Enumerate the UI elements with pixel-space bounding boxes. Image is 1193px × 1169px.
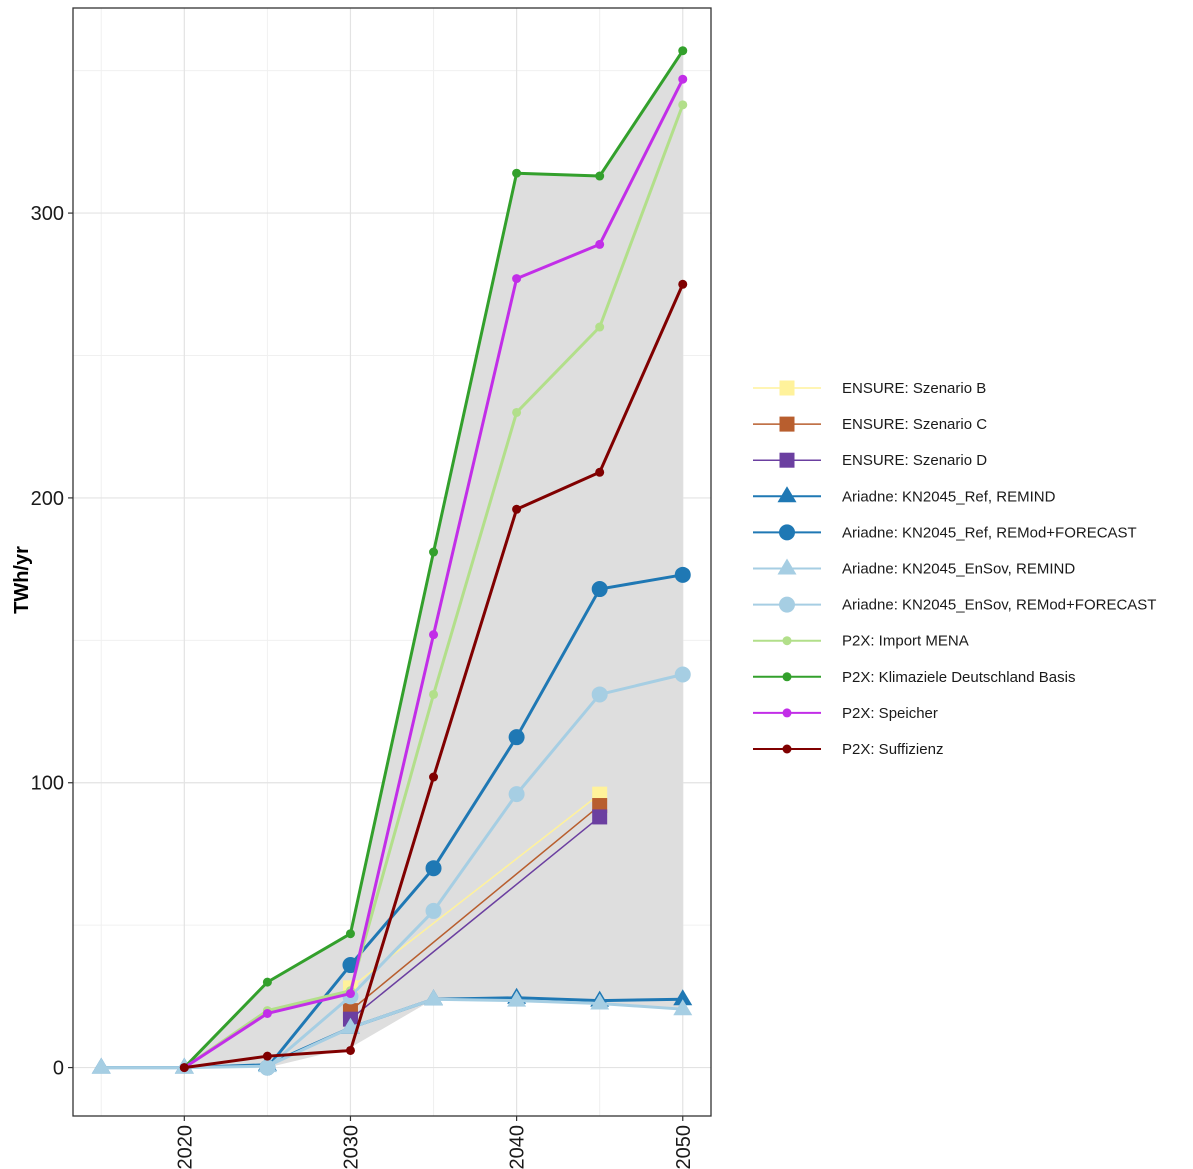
data-point <box>508 786 525 803</box>
legend-label: ENSURE: Szenario D <box>842 452 987 469</box>
legend-item: ENSURE: Szenario D <box>753 452 987 469</box>
series-line <box>266 573 684 1069</box>
legend-label: P2X: Speicher <box>842 705 938 722</box>
legend-key-marker <box>779 596 795 613</box>
series-11 <box>179 279 688 1073</box>
data-point <box>429 630 439 640</box>
data-point <box>595 467 605 477</box>
legend-key-marker <box>779 416 795 432</box>
data-point <box>512 274 522 284</box>
data-point <box>678 46 688 56</box>
legend: ENSURE: Szenario B ENSURE: Szenario C ENSU… <box>753 380 1156 758</box>
data-point <box>674 666 691 683</box>
legend-key-marker <box>779 380 795 396</box>
data-point <box>592 809 608 825</box>
y-tick-label: 0 <box>53 1058 64 1080</box>
data-point <box>595 171 605 181</box>
range-band-area <box>101 50 683 1068</box>
data-point <box>262 977 272 987</box>
legend-item: Ariadne: KN2045_EnSov, REMod+FORECAST <box>753 596 1156 614</box>
legend-item: Ariadne: KN2045_Ref, REMIND <box>753 486 1056 505</box>
legend-key-marker <box>782 708 792 718</box>
data-point <box>342 957 359 974</box>
data-point <box>507 990 527 1007</box>
data-point <box>179 1063 189 1073</box>
legend-label: P2X: Klimaziele Deutschland Basis <box>842 669 1075 686</box>
legend-item: P2X: Suffizienz <box>753 741 943 758</box>
legend-label: P2X: Import MENA <box>842 633 969 650</box>
legend-key-marker <box>777 558 797 575</box>
range-band <box>101 50 683 1068</box>
data-point <box>345 929 355 939</box>
panel-border <box>72 7 712 1117</box>
x-tick-label: 2050 <box>673 1125 695 1169</box>
data-point <box>678 100 688 110</box>
data-point <box>259 1059 276 1076</box>
data-point <box>424 989 444 1006</box>
series-layer <box>91 46 693 1076</box>
legend-item: Ariadne: KN2045_Ref, REMod+FORECAST <box>753 524 1137 541</box>
legend-key-marker <box>779 452 795 468</box>
data-point <box>512 407 522 417</box>
legend-item: ENSURE: Szenario B <box>753 380 986 397</box>
y-axis-title: TWh/yr <box>11 546 33 614</box>
data-point <box>512 504 522 514</box>
legend-item: P2X: Klimaziele Deutschland Basis <box>753 669 1075 686</box>
axes: 0 100 200 300 2020 2030 2040 2050 TWh/yr <box>11 7 712 1169</box>
data-point <box>595 239 605 249</box>
legend-key-marker <box>779 524 795 541</box>
series-5 <box>259 566 691 1076</box>
x-tick-label: 2020 <box>174 1125 196 1169</box>
legend-item: P2X: Import MENA <box>753 633 969 650</box>
data-point <box>590 993 610 1010</box>
data-point <box>262 1008 272 1018</box>
data-point <box>674 566 691 583</box>
x-tick-label: 2030 <box>340 1125 362 1169</box>
legend-label: P2X: Suffizienz <box>842 741 943 758</box>
y-tick-label: 100 <box>31 773 64 795</box>
data-point <box>595 322 605 332</box>
legend-item: P2X: Speicher <box>753 705 938 722</box>
y-tick-label: 300 <box>31 203 64 225</box>
data-point <box>345 1045 355 1055</box>
legend-label: Ariadne: KN2045_Ref, REMIND <box>842 488 1056 505</box>
data-point <box>591 686 608 703</box>
data-point <box>508 729 525 746</box>
legend-key-marker <box>782 744 792 754</box>
legend-label: Ariadne: KN2045_Ref, REMod+FORECAST <box>842 524 1137 541</box>
legend-key-marker <box>782 636 792 646</box>
data-point <box>678 74 688 84</box>
data-point <box>592 798 608 814</box>
legend-item: Ariadne: KN2045_EnSov, REMIND <box>753 558 1075 578</box>
legend-label: ENSURE: Szenario B <box>842 380 986 397</box>
series-line <box>101 997 683 1070</box>
data-point <box>429 689 439 699</box>
data-point <box>262 1051 272 1061</box>
legend-key-marker <box>782 672 792 682</box>
legend-key-marker <box>777 486 797 503</box>
legend-label: Ariadne: KN2045_EnSov, REMod+FORECAST <box>842 597 1156 614</box>
legend-item: ENSURE: Szenario C <box>753 416 987 433</box>
x-tick-label: 2040 <box>507 1125 529 1169</box>
data-point <box>592 786 608 802</box>
legend-label: Ariadne: KN2045_EnSov, REMIND <box>842 561 1075 578</box>
series-line <box>349 804 601 1012</box>
series-line <box>349 816 601 1020</box>
data-point <box>673 989 693 1006</box>
y-tick-label: 200 <box>31 488 64 510</box>
data-point <box>425 860 442 877</box>
legend-label: ENSURE: Szenario C <box>842 416 987 433</box>
data-point <box>673 999 693 1016</box>
data-point <box>591 581 608 598</box>
data-point <box>429 547 439 557</box>
data-point <box>429 772 439 782</box>
data-point <box>91 1057 111 1074</box>
data-point <box>678 279 688 289</box>
series-line <box>266 673 684 1069</box>
data-point <box>345 989 355 999</box>
data-point <box>512 168 522 178</box>
data-point <box>425 902 442 919</box>
